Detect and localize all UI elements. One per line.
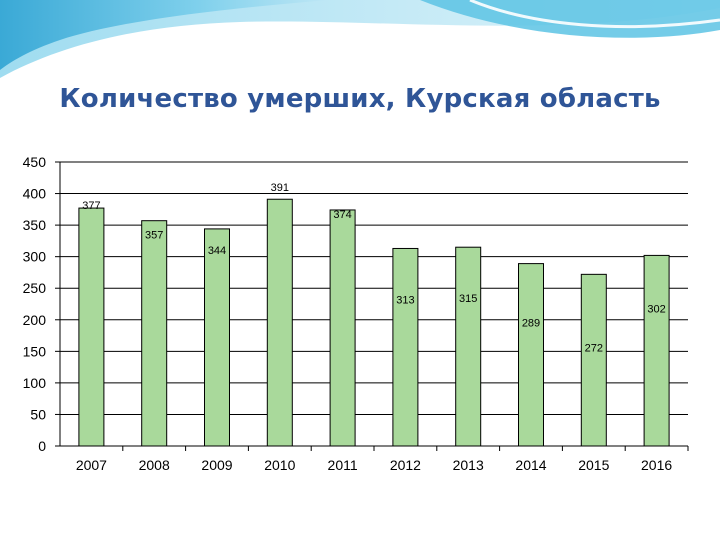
- data-label: 374: [333, 209, 351, 221]
- y-tick-label: 300: [23, 249, 47, 265]
- y-tick-label: 0: [38, 438, 46, 454]
- x-tick-label: 2010: [264, 457, 295, 473]
- bar-series: [78, 198, 670, 447]
- y-tick-label: 150: [23, 343, 47, 359]
- bar-2007: [78, 207, 105, 447]
- decorative-header-banner: [0, 0, 720, 78]
- x-tick-label: 2008: [139, 457, 170, 473]
- data-label: 391: [271, 182, 289, 194]
- bar-2013: [455, 246, 482, 447]
- bar-2016: [643, 254, 670, 447]
- chart-title: Количество умерших, Курская область: [59, 84, 661, 114]
- bar-2008: [141, 220, 168, 447]
- bar-2010: [266, 198, 293, 447]
- x-tick-label: 2013: [453, 457, 484, 473]
- y-tick-label: 250: [23, 280, 47, 296]
- data-label: 315: [459, 293, 477, 305]
- bar-2012: [392, 247, 419, 447]
- x-tick-label: 2014: [515, 457, 546, 473]
- data-labels: 377 357 344 391 374 313 315 289 272 302: [82, 182, 666, 354]
- y-tick-label: 50: [30, 406, 46, 422]
- bar-2014: [518, 263, 544, 447]
- x-tick-label: 2007: [76, 457, 107, 473]
- bar-2009: [204, 228, 230, 447]
- y-tick-label: 100: [23, 375, 47, 391]
- x-tick-label: 2011: [328, 457, 358, 473]
- data-label: 272: [585, 342, 603, 354]
- data-label: 313: [396, 294, 414, 306]
- x-tick-label: 2016: [641, 457, 672, 473]
- data-label: 289: [522, 318, 540, 330]
- y-tick-label: 200: [23, 312, 47, 328]
- y-tick-label: 400: [23, 186, 47, 202]
- data-label: 357: [145, 230, 163, 242]
- data-label: 377: [82, 200, 100, 212]
- y-tick-label: 350: [23, 217, 47, 233]
- x-tick-label: 2012: [390, 457, 421, 473]
- axes: 0 50 100 150 200 250 300 350 400 450 2007 2008 2009 2…: [23, 154, 689, 473]
- data-label: 344: [208, 245, 226, 257]
- x-tick-label: 2009: [201, 457, 232, 473]
- x-tick-label: 2015: [578, 457, 609, 473]
- bar-2015: [580, 273, 607, 447]
- y-tick-label: 450: [23, 154, 47, 170]
- data-label: 302: [647, 303, 665, 315]
- bar-2011: [329, 209, 356, 447]
